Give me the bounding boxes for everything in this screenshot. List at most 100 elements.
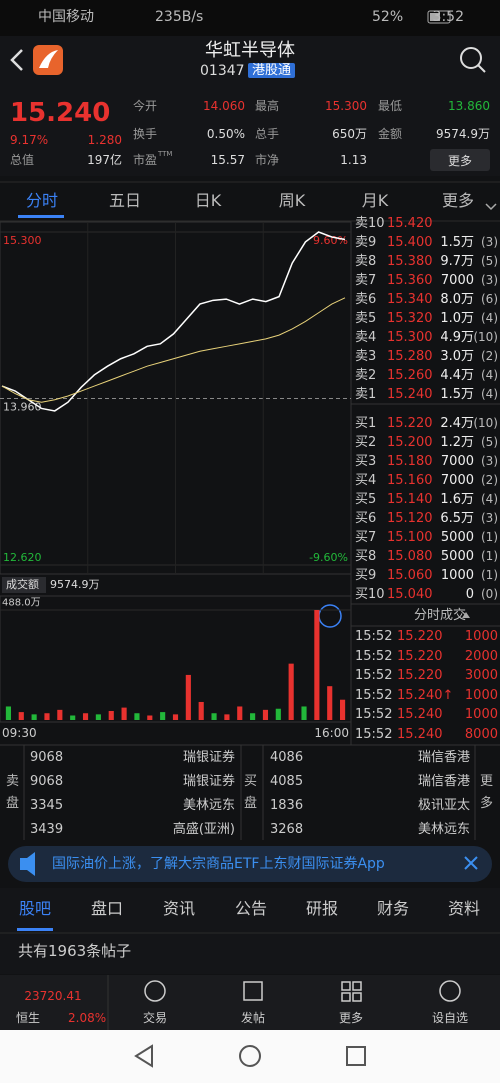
volume-bar <box>147 715 153 720</box>
chart-tab[interactable]: 五日 <box>108 191 142 210</box>
more-icon[interactable] <box>341 981 362 1002</box>
carrier: 中国移动 <box>38 9 94 25</box>
field-label: 总手 <box>255 127 280 141</box>
trade-volume: 1000 <box>464 687 498 703</box>
book-label: 买10 <box>355 587 385 602</box>
index-change: 2.08% <box>68 1011 107 1025</box>
book-label: 卖5 <box>355 311 377 326</box>
banner-text[interactable]: 国际油价上涨，了解大宗商品ETF上东财国际证券App <box>52 856 385 872</box>
trade-icon[interactable] <box>144 980 166 1002</box>
info-tab[interactable]: 股吧 <box>18 899 52 918</box>
book-volume: 5000 <box>440 549 474 564</box>
info-tab[interactable]: 财务 <box>376 899 410 918</box>
toolbar-item[interactable]: 发帖 <box>240 1011 266 1025</box>
stock-name: 华虹半导体 <box>205 40 295 61</box>
book-label: 买6 <box>355 511 377 526</box>
index-name: 恒生 <box>16 1011 41 1025</box>
book-count: (0) <box>481 587 498 601</box>
search-handle <box>477 64 486 73</box>
book-price: 15.360 <box>387 273 433 288</box>
more-button[interactable] <box>430 149 490 171</box>
book-count: (5) <box>481 254 498 268</box>
nav-back[interactable] <box>134 1044 153 1068</box>
toolbar-item[interactable]: 交易 <box>142 1011 168 1025</box>
info-tab[interactable]: 盘口 <box>90 899 124 918</box>
trade-price: 15.220 <box>397 629 443 644</box>
tab-indicator <box>18 215 64 218</box>
info-tab[interactable]: 资讯 <box>162 899 196 918</box>
book-count: (6) <box>481 292 498 306</box>
field-value: 0.50% <box>206 127 245 141</box>
book-count: (4) <box>481 492 498 506</box>
trade-volume: 8000 <box>464 727 498 742</box>
broker-id: 9068 <box>30 774 64 789</box>
y2-tick-label: 9.60% <box>313 234 348 247</box>
chart-tab[interactable]: 分时 <box>25 191 59 210</box>
book-price: 15.400 <box>387 235 433 250</box>
toolbar-bg <box>0 975 500 1030</box>
post-icon[interactable] <box>243 981 263 1001</box>
book-price: 15.080 <box>387 549 433 564</box>
trade-time: 15:52 <box>355 707 393 723</box>
back-button[interactable] <box>10 49 23 71</box>
volume-bar <box>340 699 346 720</box>
stock-code: 01347 <box>200 63 245 79</box>
nav-recent[interactable] <box>346 1046 366 1066</box>
volume-button[interactable] <box>2 577 46 593</box>
toolbar-item[interactable]: 更多 <box>338 1011 364 1025</box>
book-count: (4) <box>481 368 498 382</box>
book-volume: 7000 <box>440 454 474 469</box>
info-tab[interactable]: 研报 <box>305 899 339 918</box>
search-button[interactable] <box>460 47 482 69</box>
book-volume: 2.4万 <box>440 416 474 431</box>
field-value: 15.57 <box>210 153 245 167</box>
toolbar-item[interactable]: 设自选 <box>431 1011 469 1025</box>
index-value: 23720.41 <box>24 989 82 1003</box>
chart-tab[interactable]: 更多 <box>441 191 475 210</box>
volume-bar <box>160 712 166 720</box>
nav-home[interactable] <box>239 1045 261 1067</box>
chart-tab[interactable]: 月K <box>361 191 389 210</box>
book-price: 15.060 <box>387 568 433 583</box>
watch-icon[interactable] <box>439 980 461 1002</box>
volume-button[interactable]: 成交额 <box>6 578 39 591</box>
broker-name: 美林远东 <box>417 822 470 837</box>
book-volume: 1.6万 <box>440 492 474 507</box>
more-button[interactable]: 更多 <box>447 154 473 168</box>
info-tab[interactable]: 公告 <box>234 899 268 918</box>
chart-tab[interactable]: 周K <box>278 191 306 210</box>
book-count: (3) <box>481 235 498 249</box>
field-label: 今开 <box>133 99 158 113</box>
book-price: 15.240 <box>387 387 433 402</box>
clock: 3:52 <box>432 9 464 25</box>
chart-tab[interactable]: 日K <box>194 191 222 210</box>
volume-bar <box>5 706 11 720</box>
volume-bar <box>224 714 230 720</box>
badge: 港股通 <box>248 63 296 78</box>
broker-id: 1836 <box>270 798 304 813</box>
volume-bar <box>70 715 76 720</box>
book-volume: 1.5万 <box>440 235 474 250</box>
field-value: 1.13 <box>340 153 367 167</box>
banner-bg[interactable] <box>8 846 492 882</box>
broker-side: 盘 <box>6 796 20 811</box>
book-volume: 5000 <box>440 530 474 545</box>
info-tab[interactable]: 资料 <box>447 899 481 918</box>
banner-close[interactable] <box>464 856 478 870</box>
field-label-sup: TTM <box>158 150 173 158</box>
trade-volume: 1000 <box>464 707 498 723</box>
volume-bar <box>198 701 204 720</box>
field-label: 总值 <box>10 153 35 167</box>
book-count: (1) <box>481 549 498 563</box>
book-count: (2) <box>481 473 498 487</box>
book-label: 买7 <box>355 530 377 545</box>
book-volume: 7000 <box>440 273 474 288</box>
book-count: (4) <box>481 311 498 325</box>
book-label: 卖4 <box>355 330 377 345</box>
book-price: 15.420 <box>387 216 433 231</box>
tab-expand <box>485 203 497 211</box>
book-volume: 4.4万 <box>440 368 474 383</box>
book-label: 买2 <box>355 435 377 450</box>
volume-bar <box>82 713 89 720</box>
